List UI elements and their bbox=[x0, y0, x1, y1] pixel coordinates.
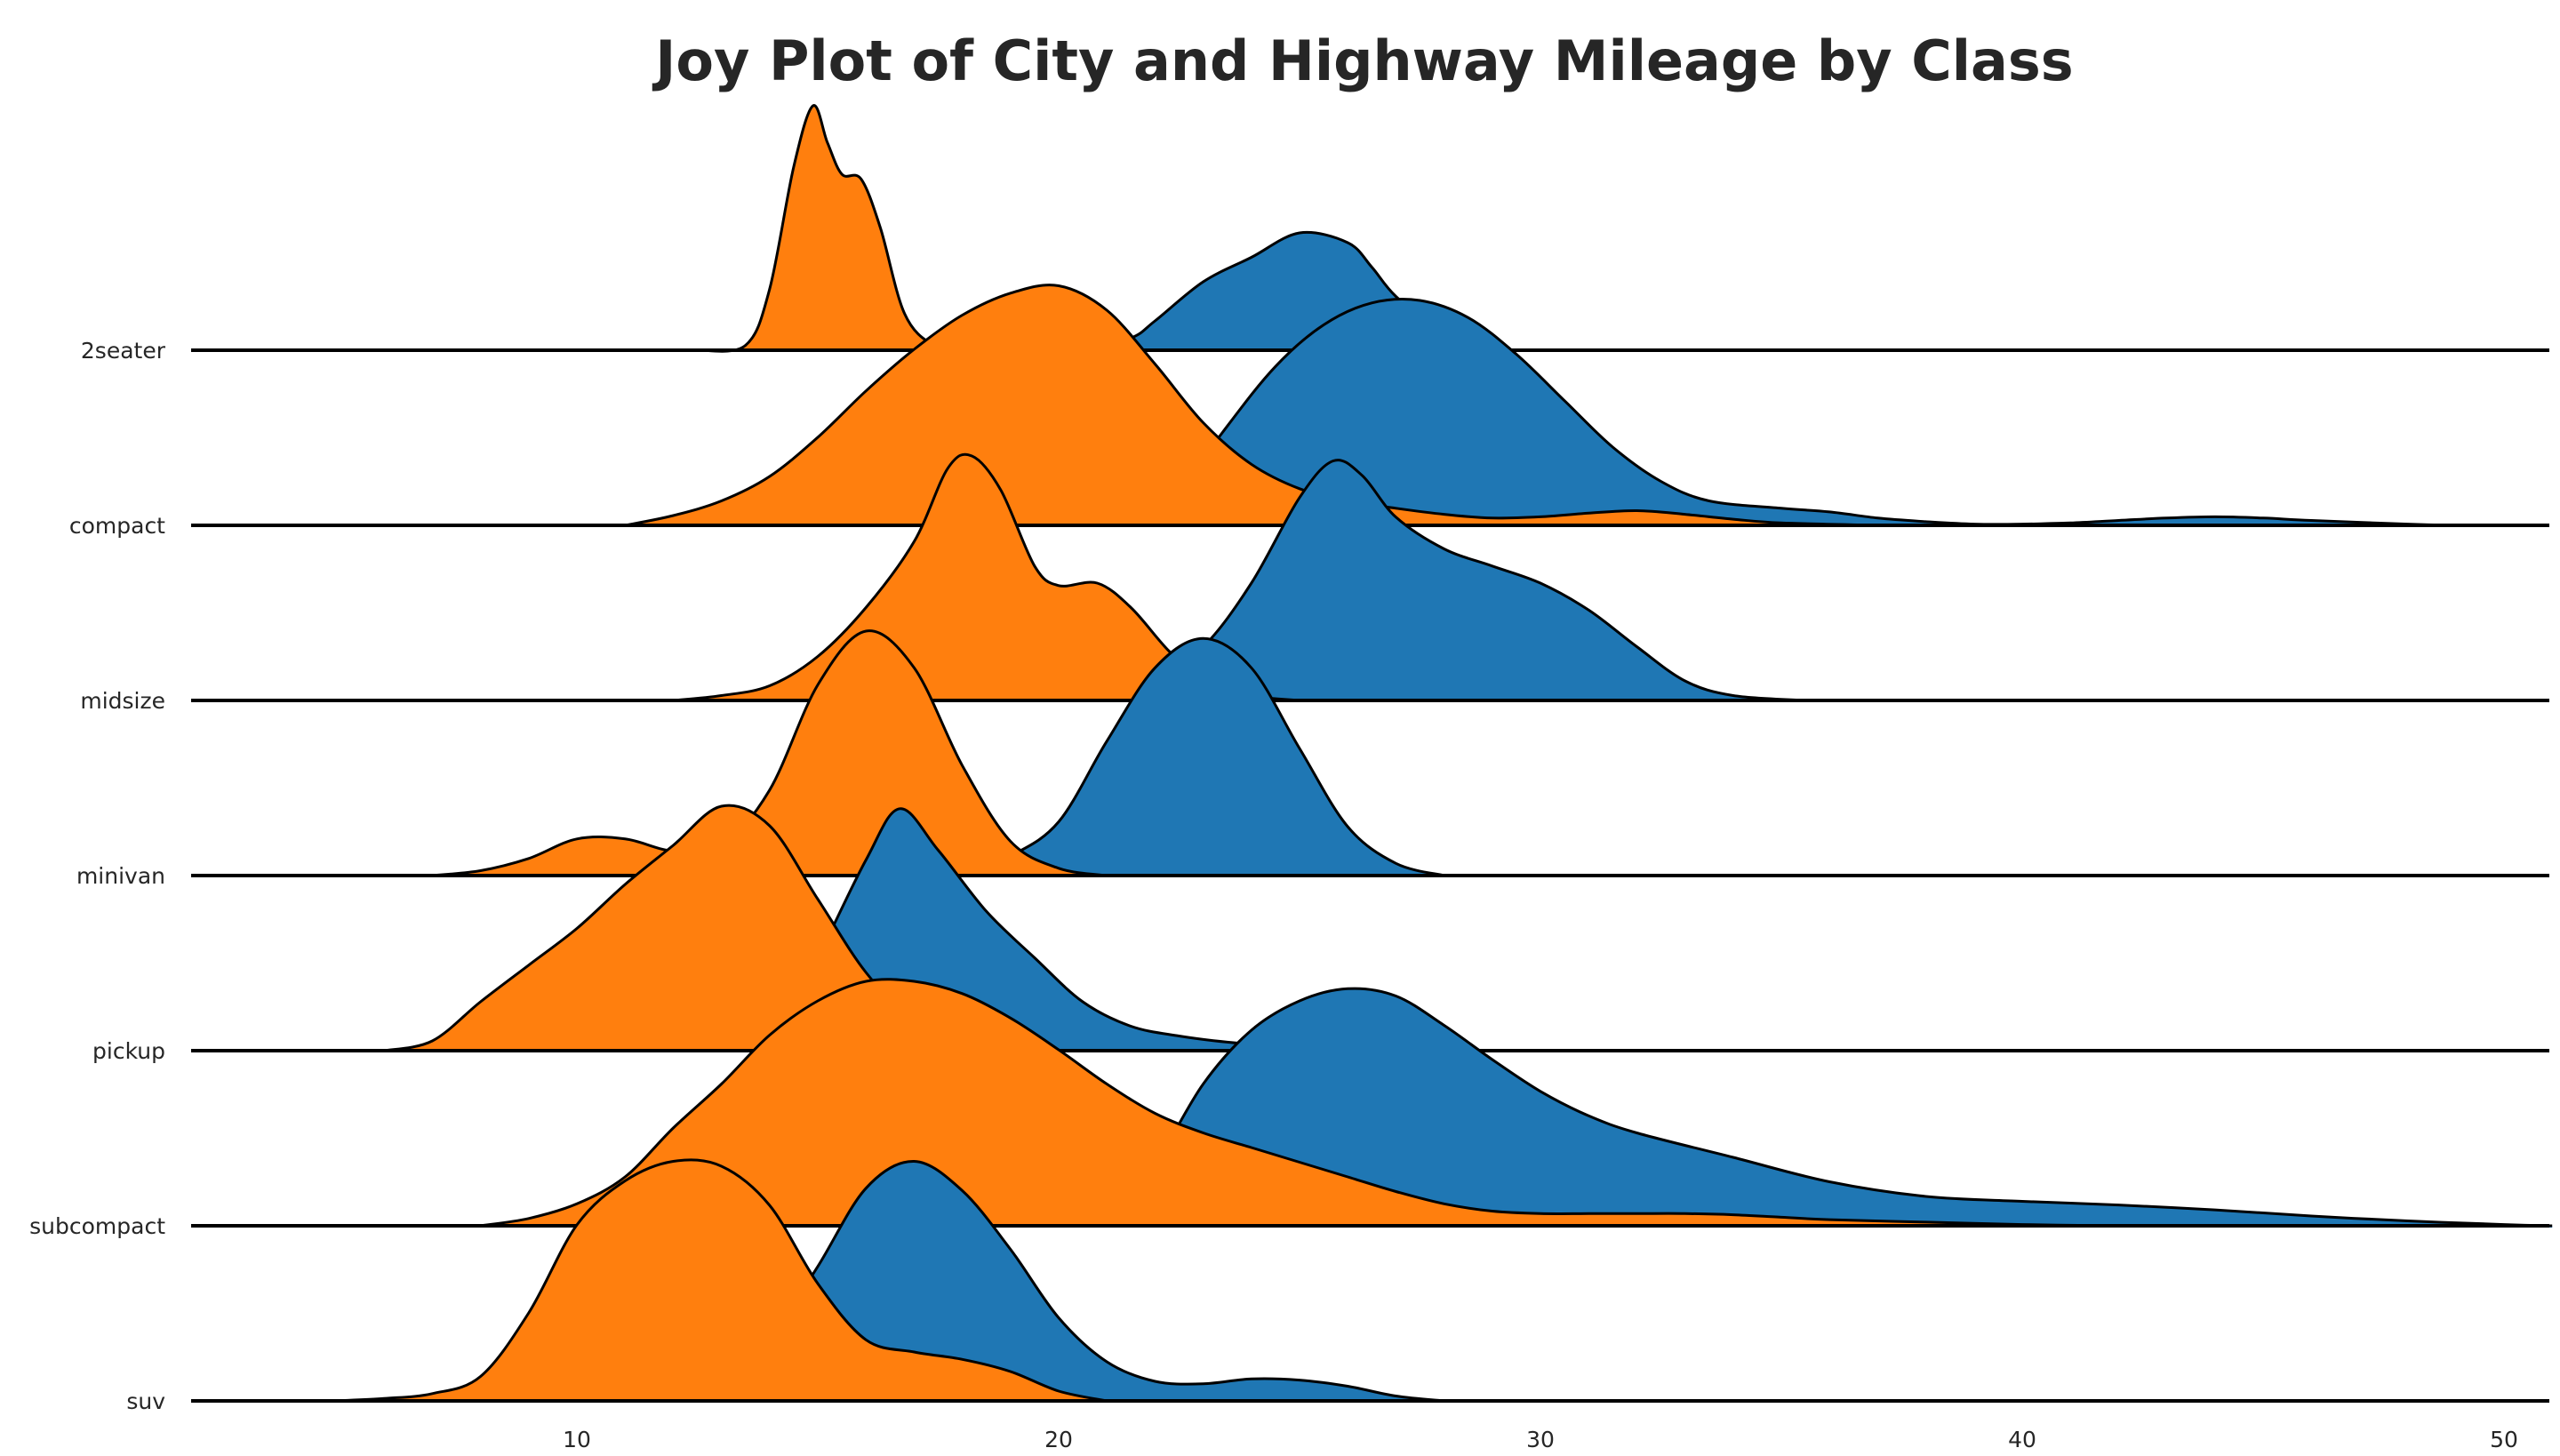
x-tick-20: 20 bbox=[1044, 1427, 1073, 1452]
area-cty-suv bbox=[336, 1159, 1108, 1403]
y-label-2seater: 2seater bbox=[81, 338, 166, 364]
ridge-suv bbox=[191, 1158, 2549, 1403]
outline-cty-2seater bbox=[697, 104, 963, 353]
y-label-minivan: minivan bbox=[76, 863, 165, 889]
x-axis-ticks: 10 20 30 40 50 bbox=[563, 1427, 2518, 1452]
outline-hwy-minivan bbox=[962, 636, 1444, 877]
y-axis-labels: 2seater compact midsize minivan pickup subcom… bbox=[29, 338, 166, 1414]
outline-hwy-compact bbox=[1154, 297, 2456, 527]
area-cty-minivan bbox=[432, 630, 1108, 877]
x-tick-30: 30 bbox=[1526, 1427, 1555, 1452]
ridge-minivan bbox=[191, 629, 2549, 877]
area-hwy-midsize bbox=[1059, 460, 1806, 702]
outline-hwy-subcompact bbox=[1106, 987, 2553, 1228]
ridge-midsize bbox=[191, 452, 2549, 702]
y-label-compact: compact bbox=[69, 513, 165, 539]
ridge-subcompact bbox=[191, 978, 2553, 1228]
y-label-subcompact: subcompact bbox=[29, 1213, 165, 1239]
area-hwy-minivan bbox=[962, 638, 1444, 877]
x-tick-10: 10 bbox=[563, 1427, 591, 1452]
outline-cty-subcompact bbox=[480, 978, 2119, 1228]
outline-hwy-pickup bbox=[768, 807, 1348, 1052]
y-label-midsize: midsize bbox=[80, 688, 165, 714]
outline-cty-suv bbox=[335, 1158, 1108, 1403]
y-label-pickup: pickup bbox=[92, 1038, 165, 1064]
x-tick-40: 40 bbox=[2008, 1427, 2036, 1452]
x-tick-50: 50 bbox=[2490, 1427, 2518, 1452]
chart-title: Joy Plot of City and Highway Mileage by … bbox=[655, 28, 2074, 93]
outline-cty-minivan bbox=[432, 629, 1108, 877]
y-label-suv: suv bbox=[126, 1388, 165, 1414]
area-cty-compact bbox=[625, 284, 1878, 527]
area-cty-subcompact bbox=[480, 979, 2119, 1228]
area-cty-midsize bbox=[673, 454, 1300, 702]
outline-cty-compact bbox=[624, 284, 1878, 527]
area-cty-2seater bbox=[697, 105, 963, 352]
area-hwy-subcompact bbox=[1107, 988, 2553, 1228]
area-hwy-compact bbox=[1155, 299, 2456, 527]
ridges-group bbox=[191, 104, 2553, 1403]
